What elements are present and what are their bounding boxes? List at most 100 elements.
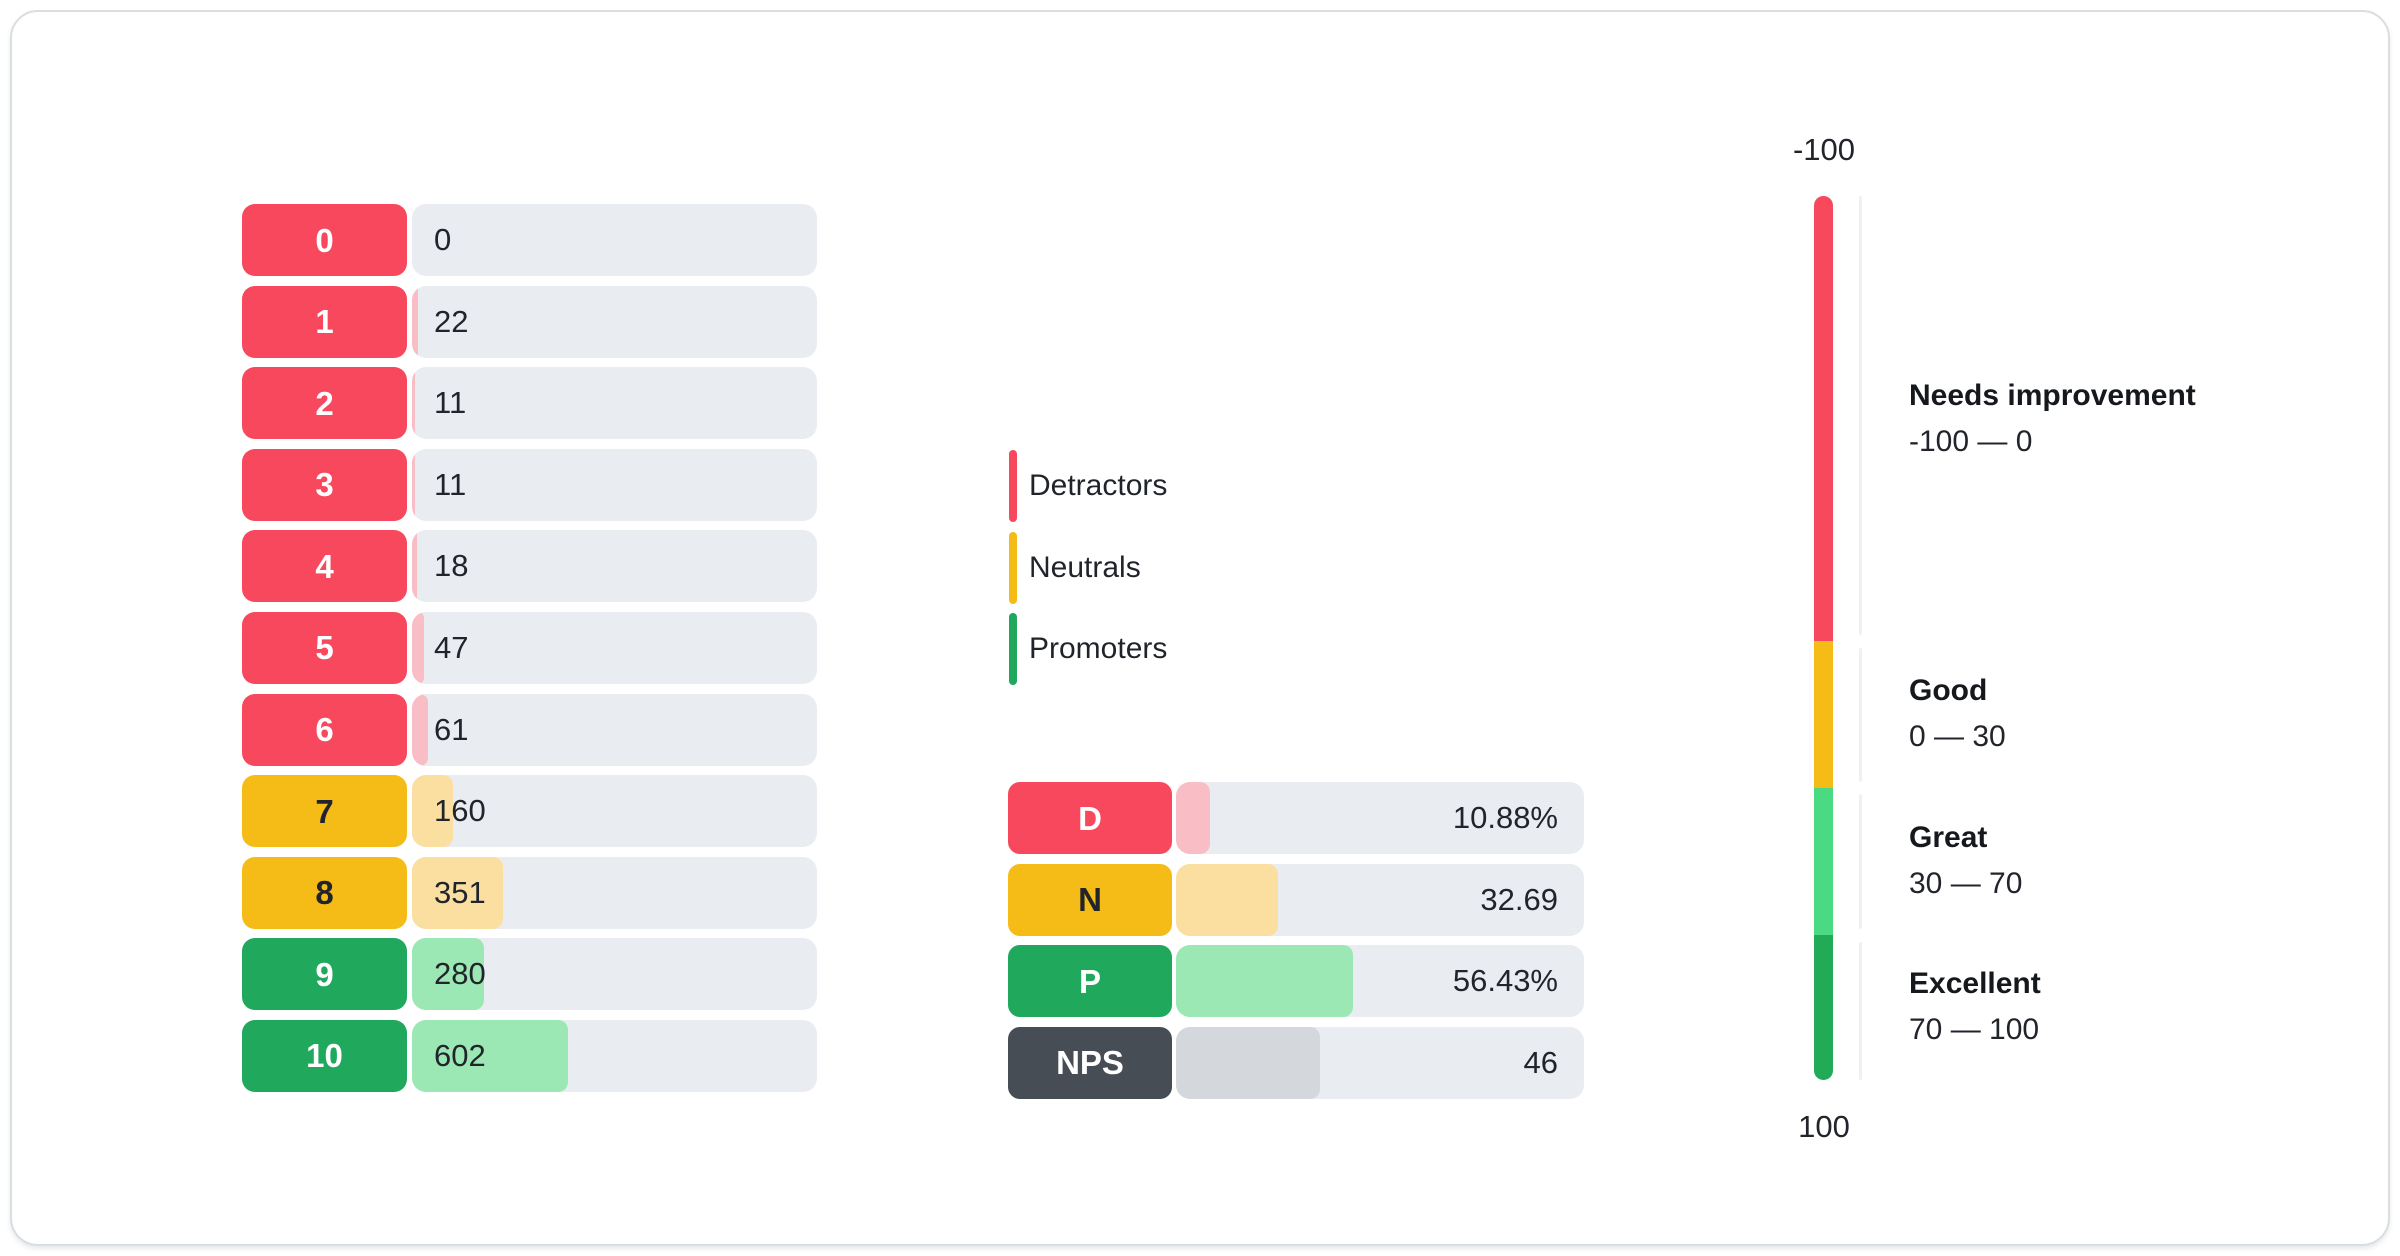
score-button-label: 4 <box>315 547 334 585</box>
summary-value: 10.88% <box>1452 800 1558 835</box>
summary-row: P 56.43% <box>1008 945 1584 1018</box>
score-count: 160 <box>434 793 486 829</box>
summary-fill-bar <box>1176 945 1354 1018</box>
legend: Detractors Neutrals Promoters <box>1009 450 1167 686</box>
score-row: 10 602 <box>242 1019 817 1092</box>
legend-item[interactable]: Promoters <box>1009 613 1167 686</box>
score-button[interactable]: 10 <box>242 1019 407 1092</box>
legend-item[interactable]: Neutrals <box>1009 531 1167 604</box>
score-fill-bar <box>412 1019 568 1092</box>
gauge-band-labels: Great 30 — 70 <box>1909 815 2022 907</box>
legend-item[interactable]: Detractors <box>1009 450 1167 522</box>
gauge-axis-line-segment <box>1859 648 1862 782</box>
summary-label-button[interactable]: N <box>1008 863 1172 936</box>
score-track: 11 <box>412 448 817 521</box>
gauge-band-range: 0 — 30 <box>1909 720 2006 753</box>
score-button-label: 7 <box>315 792 334 830</box>
gauge-band-labels: Excellent 70 — 100 <box>1909 961 2041 1053</box>
summary-label-button[interactable]: D <box>1008 782 1172 854</box>
score-count: 602 <box>434 1037 486 1073</box>
score-fill-bar <box>412 693 428 766</box>
score-count: 280 <box>434 956 486 992</box>
summary-track: 32.69 <box>1176 863 1584 936</box>
score-track: 11 <box>412 367 817 440</box>
score-fill-bar <box>412 775 454 848</box>
summary-label-button[interactable]: NPS <box>1008 1026 1172 1099</box>
score-count: 22 <box>434 303 469 339</box>
score-button[interactable]: 4 <box>242 530 407 603</box>
score-button[interactable]: 8 <box>242 856 407 929</box>
gauge-band-title: Great <box>1909 821 1988 854</box>
score-button-label: 2 <box>315 384 334 422</box>
gauge-segment <box>1814 935 1833 1080</box>
summary-track: 10.88% <box>1176 782 1584 854</box>
score-fill-bar <box>412 856 504 929</box>
score-count: 11 <box>434 466 467 502</box>
score-track: 18 <box>412 530 817 603</box>
score-button-label: 10 <box>306 1037 343 1075</box>
score-track: 602 <box>412 1019 817 1092</box>
score-button-label: 0 <box>315 221 334 259</box>
score-button-label: 1 <box>315 303 334 341</box>
score-count: 18 <box>434 548 469 584</box>
summary-value: 56.43% <box>1452 963 1558 999</box>
score-row: 6 61 <box>242 693 817 766</box>
summary-row: N 32.69 <box>1008 863 1584 936</box>
score-count: 47 <box>434 629 469 665</box>
score-button-label: 9 <box>315 955 334 993</box>
summary-label-button[interactable]: P <box>1008 945 1172 1018</box>
summary-fill-bar <box>1176 782 1211 854</box>
summary-row: NPS 46 <box>1008 1026 1584 1099</box>
summary-fill-bar <box>1176 863 1279 936</box>
score-fill-bar <box>412 367 415 440</box>
score-row: 7 160 <box>242 775 817 848</box>
score-distribution-chart: 0 0 1 22 2 <box>242 204 817 1092</box>
legend-label: Neutrals <box>1029 550 1141 584</box>
score-button[interactable]: 1 <box>242 285 407 358</box>
score-row: 2 11 <box>242 367 817 440</box>
score-button[interactable]: 6 <box>242 693 407 766</box>
score-row: 5 47 <box>242 611 817 684</box>
summary-track: 56.43% <box>1176 945 1584 1018</box>
gauge-band-range: 30 — 70 <box>1909 867 2023 900</box>
score-track: 351 <box>412 856 817 929</box>
score-track: 160 <box>412 775 817 848</box>
score-count: 61 <box>434 711 469 747</box>
score-fill-bar <box>412 938 485 1011</box>
gauge-axis-line-segment <box>1859 794 1862 929</box>
score-track: 22 <box>412 285 817 358</box>
summary-label-text: N <box>1078 881 1102 919</box>
score-button[interactable]: 5 <box>242 611 407 684</box>
summary-row: D 10.88% <box>1008 782 1584 854</box>
score-button[interactable]: 0 <box>242 204 407 276</box>
score-button[interactable]: 2 <box>242 367 407 440</box>
gauge-segment <box>1814 641 1833 788</box>
summary-value: 32.69 <box>1480 881 1558 917</box>
score-button[interactable]: 3 <box>242 448 407 521</box>
gauge-bar <box>1814 196 1833 1080</box>
score-row: 9 280 <box>242 938 817 1011</box>
score-button[interactable]: 7 <box>242 775 407 848</box>
gauge-segment <box>1814 788 1833 935</box>
legend-label: Detractors <box>1029 469 1168 502</box>
summary-value: 46 <box>1523 1044 1558 1080</box>
score-track: 47 <box>412 611 817 684</box>
score-button-label: 8 <box>315 874 334 912</box>
gauge-band-range: 70 — 100 <box>1909 1013 2040 1046</box>
score-count: 0 <box>434 222 452 257</box>
score-row: 4 18 <box>242 530 817 603</box>
score-count: 11 <box>434 385 467 421</box>
summary-fill-bar <box>1176 1026 1321 1099</box>
score-button[interactable]: 9 <box>242 938 407 1011</box>
gauge-band-labels: Needs improvement -100 — 0 <box>1909 373 2196 465</box>
summary-label-text: NPS <box>1056 1044 1124 1082</box>
score-track: 61 <box>412 693 817 766</box>
legend-swatch <box>1009 613 1017 686</box>
score-fill-bar <box>412 448 415 521</box>
score-row: 0 0 <box>242 204 817 276</box>
nps-scale-gauge: -100 Needs improvement -100 — 0 <box>1791 132 2400 1177</box>
score-button-label: 3 <box>315 466 334 504</box>
score-count: 351 <box>434 874 486 910</box>
nps-summary-chart: D 10.88% N 32.69 P <box>1008 782 1584 1099</box>
score-fill-bar <box>412 611 425 684</box>
